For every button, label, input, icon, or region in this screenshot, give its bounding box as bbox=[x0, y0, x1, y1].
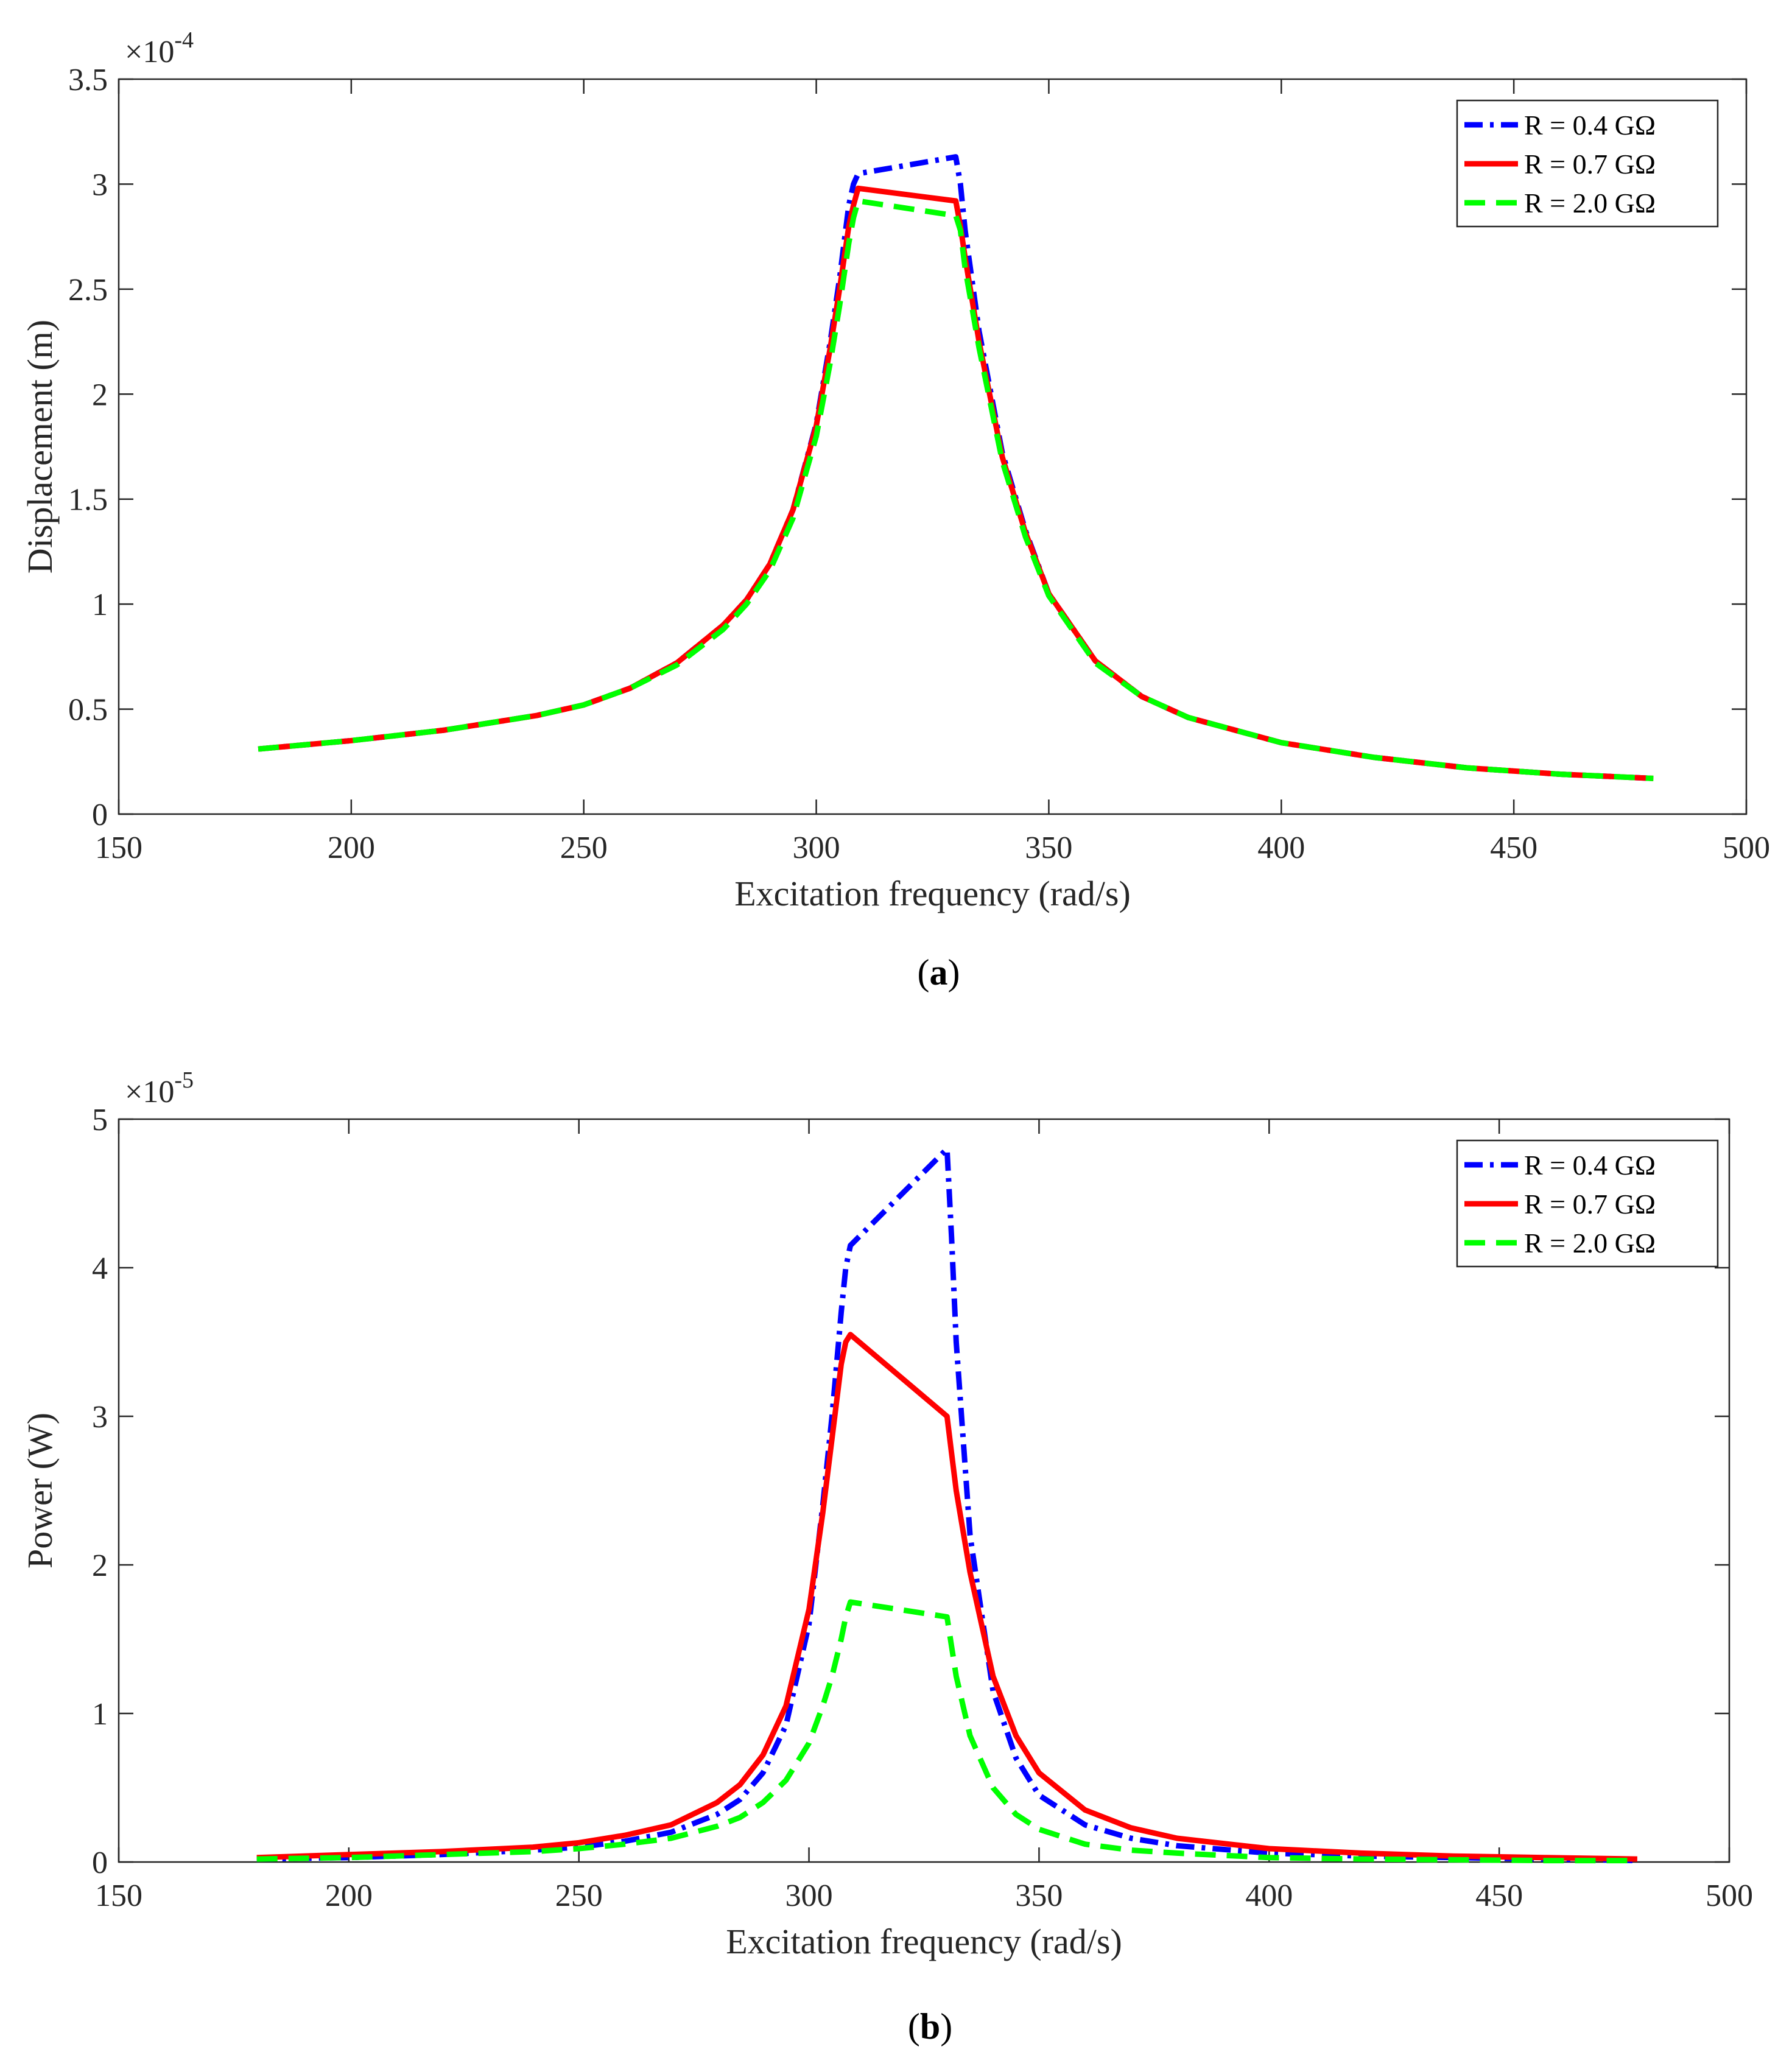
y-tick-label: 0 bbox=[92, 1846, 108, 1880]
caption-letter: b bbox=[920, 2006, 940, 2047]
series-line-3-branch-2 bbox=[258, 198, 1654, 781]
x-tick-label: 350 bbox=[1025, 831, 1072, 865]
series-2 bbox=[258, 185, 1654, 781]
caption-letter: a bbox=[930, 952, 948, 993]
caption-close-paren: ) bbox=[948, 952, 960, 993]
x-tick-label: 200 bbox=[325, 1878, 373, 1913]
x-tick-label: 350 bbox=[1015, 1878, 1063, 1913]
x-tick-label: 400 bbox=[1245, 1878, 1293, 1913]
caption-open-paren: ( bbox=[908, 2006, 920, 2047]
legend-entry-3: R = 2.0 GΩ bbox=[1524, 188, 1656, 219]
x-tick-label: 450 bbox=[1475, 1878, 1523, 1913]
plot-area-frame bbox=[118, 78, 1748, 815]
y-exponent-power: -4 bbox=[174, 27, 194, 53]
x-tick-label: 400 bbox=[1257, 831, 1305, 865]
series-line-1-branch-2 bbox=[256, 1146, 1637, 1864]
y-axis-label: Power (W) bbox=[20, 1413, 60, 1569]
legend: R = 0.4 GΩ R = 0.7 GΩ R = 2.0 GΩ bbox=[1456, 99, 1719, 228]
y-tick-label: 2 bbox=[92, 1548, 108, 1583]
x-tick-label: 150 bbox=[95, 831, 142, 865]
y-tick-label: 3 bbox=[92, 167, 108, 202]
y-exponent-label: ×10-4 bbox=[125, 27, 194, 69]
legend: R = 0.4 GΩ R = 0.7 GΩ R = 2.0 GΩ bbox=[1456, 1139, 1719, 1268]
x-tick-label: 500 bbox=[1706, 1878, 1753, 1913]
chart-panel-b: 150 200 250 300 350 400 450 500 0 1 2 3 4 5 ×10-5 Excit… bbox=[20, 1067, 1753, 2047]
series-line-1-branch-2 bbox=[258, 154, 1654, 781]
legend-entry-1: R = 0.4 GΩ bbox=[1524, 1150, 1656, 1181]
x-tick-label: 300 bbox=[793, 831, 840, 865]
chart-panel-a: 150 200 250 300 350 400 450 500 0 0.5 1 1.5 2 2.5 3 3.5… bbox=[20, 27, 1770, 993]
y-exponent-base: ×10 bbox=[125, 1075, 174, 1109]
caption-open-paren: ( bbox=[918, 952, 930, 993]
series-1 bbox=[258, 154, 1654, 781]
y-tick-label: 1 bbox=[92, 588, 108, 622]
y-tick-label: 4 bbox=[92, 1251, 108, 1286]
series-line-2-branch-2 bbox=[258, 185, 1654, 781]
y-tick-label: 3 bbox=[92, 1400, 108, 1435]
series-3 bbox=[256, 1599, 1637, 1864]
x-axis-label: Excitation frequency (rad/s) bbox=[726, 1922, 1122, 1961]
panel-caption: (a) bbox=[918, 952, 960, 993]
legend-entry-3: R = 2.0 GΩ bbox=[1524, 1228, 1656, 1259]
legend-entry-2: R = 0.7 GΩ bbox=[1524, 1189, 1656, 1220]
y-tick-label: 1 bbox=[92, 1697, 108, 1732]
y-tick-label: 3.5 bbox=[68, 63, 108, 97]
y-exponent-power: -5 bbox=[174, 1067, 194, 1093]
y-tick-label: 1.5 bbox=[68, 483, 108, 518]
panel-caption: (b) bbox=[908, 2006, 952, 2047]
y-tick-label: 2 bbox=[92, 378, 108, 412]
x-tick-label: 300 bbox=[785, 1878, 833, 1913]
x-tick-label: 450 bbox=[1490, 831, 1537, 865]
y-tick-label: 2.5 bbox=[68, 273, 108, 307]
x-tick-label: 150 bbox=[95, 1878, 142, 1913]
y-tick-label: 0.5 bbox=[68, 693, 108, 728]
y-exponent-base: ×10 bbox=[125, 35, 174, 69]
plot-area-frame bbox=[118, 1118, 1731, 1863]
caption-close-paren: ) bbox=[940, 2006, 952, 2047]
y-axis-label: Displacement (m) bbox=[20, 320, 60, 574]
x-axis-label: Excitation frequency (rad/s) bbox=[734, 874, 1131, 913]
series-1 bbox=[256, 1146, 1637, 1864]
x-tick-label: 500 bbox=[1723, 831, 1770, 865]
y-tick-label: 0 bbox=[92, 798, 108, 832]
legend-entry-2: R = 0.7 GΩ bbox=[1524, 149, 1656, 180]
legend-entry-1: R = 0.4 GΩ bbox=[1524, 110, 1656, 141]
x-tick-label: 250 bbox=[560, 831, 608, 865]
series-line-2-branch-2 bbox=[256, 1332, 1637, 1862]
x-tick-label: 250 bbox=[555, 1878, 603, 1913]
x-tick-label: 200 bbox=[328, 831, 375, 865]
y-tick-label: 5 bbox=[92, 1103, 108, 1137]
series-line-3-branch-2 bbox=[256, 1599, 1637, 1864]
series-3 bbox=[258, 198, 1654, 781]
series-2 bbox=[256, 1332, 1637, 1862]
y-exponent-label: ×10-5 bbox=[125, 1067, 194, 1109]
